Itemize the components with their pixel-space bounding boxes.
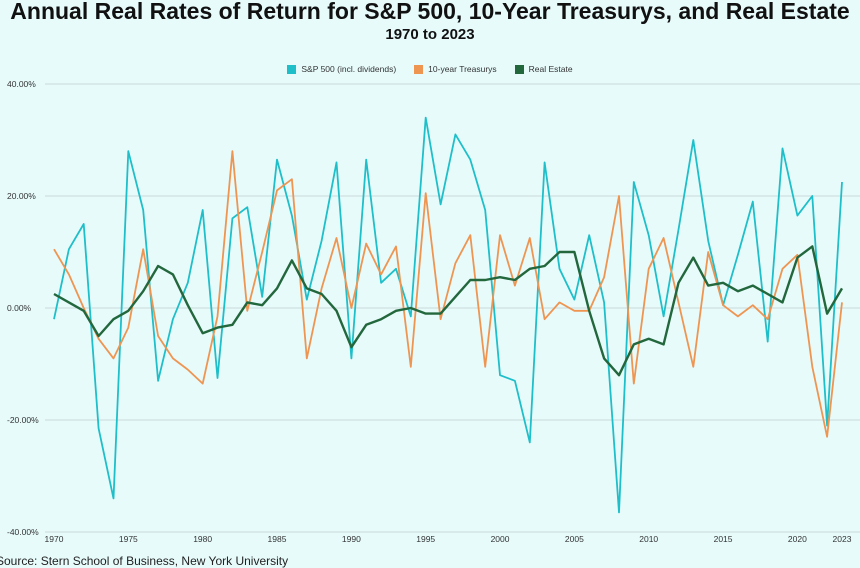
- y-tick-label: 20.00%: [7, 191, 36, 201]
- legend-swatch-sp500: [287, 64, 297, 74]
- y-tick-label: -40.00%: [7, 527, 39, 537]
- x-tick-label: 2010: [639, 534, 658, 544]
- x-tick-label: 2023: [833, 534, 852, 544]
- y-tick-label: -20.00%: [7, 415, 39, 425]
- legend-item-real-estate: Real Estate: [514, 64, 573, 74]
- legend-label-real-estate: Real Estate: [528, 64, 573, 74]
- x-tick-label: 1995: [416, 534, 435, 544]
- x-tick-label: 2020: [788, 534, 807, 544]
- legend: S&P 500 (incl. dividends) 10-year Treasu…: [0, 64, 860, 74]
- legend-item-sp500: S&P 500 (incl. dividends): [287, 64, 396, 74]
- legend-swatch-real-estate: [514, 64, 524, 74]
- y-tick-label: 40.00%: [7, 79, 36, 89]
- series-line-1: [53, 150, 843, 438]
- legend-swatch-treasurys: [414, 64, 424, 74]
- legend-label-treasurys: 10-year Treasurys: [428, 64, 497, 74]
- x-tick-label: 1985: [268, 534, 287, 544]
- x-tick-label: 1975: [119, 534, 138, 544]
- legend-label-sp500: S&P 500 (incl. dividends): [301, 64, 397, 74]
- y-tick-label: 0.00%: [7, 303, 32, 313]
- source-note: Source: Stern School of Business, New Yo…: [0, 554, 289, 568]
- x-tick-label: 2005: [565, 534, 584, 544]
- x-tick-label: 2015: [714, 534, 733, 544]
- x-tick-label: 2000: [491, 534, 510, 544]
- x-tick-label: 1990: [342, 534, 361, 544]
- series-line-2: [53, 245, 844, 377]
- x-tick-label: 1970: [45, 534, 64, 544]
- chart-title: Annual Real Rates of Return for S&P 500,…: [10, 0, 850, 24]
- series-line-0: [53, 116, 843, 514]
- x-tick-label: 1980: [193, 534, 212, 544]
- legend-item-treasurys: 10-year Treasurys: [414, 64, 497, 74]
- chart-subtitle: 1970 to 2023: [385, 26, 475, 43]
